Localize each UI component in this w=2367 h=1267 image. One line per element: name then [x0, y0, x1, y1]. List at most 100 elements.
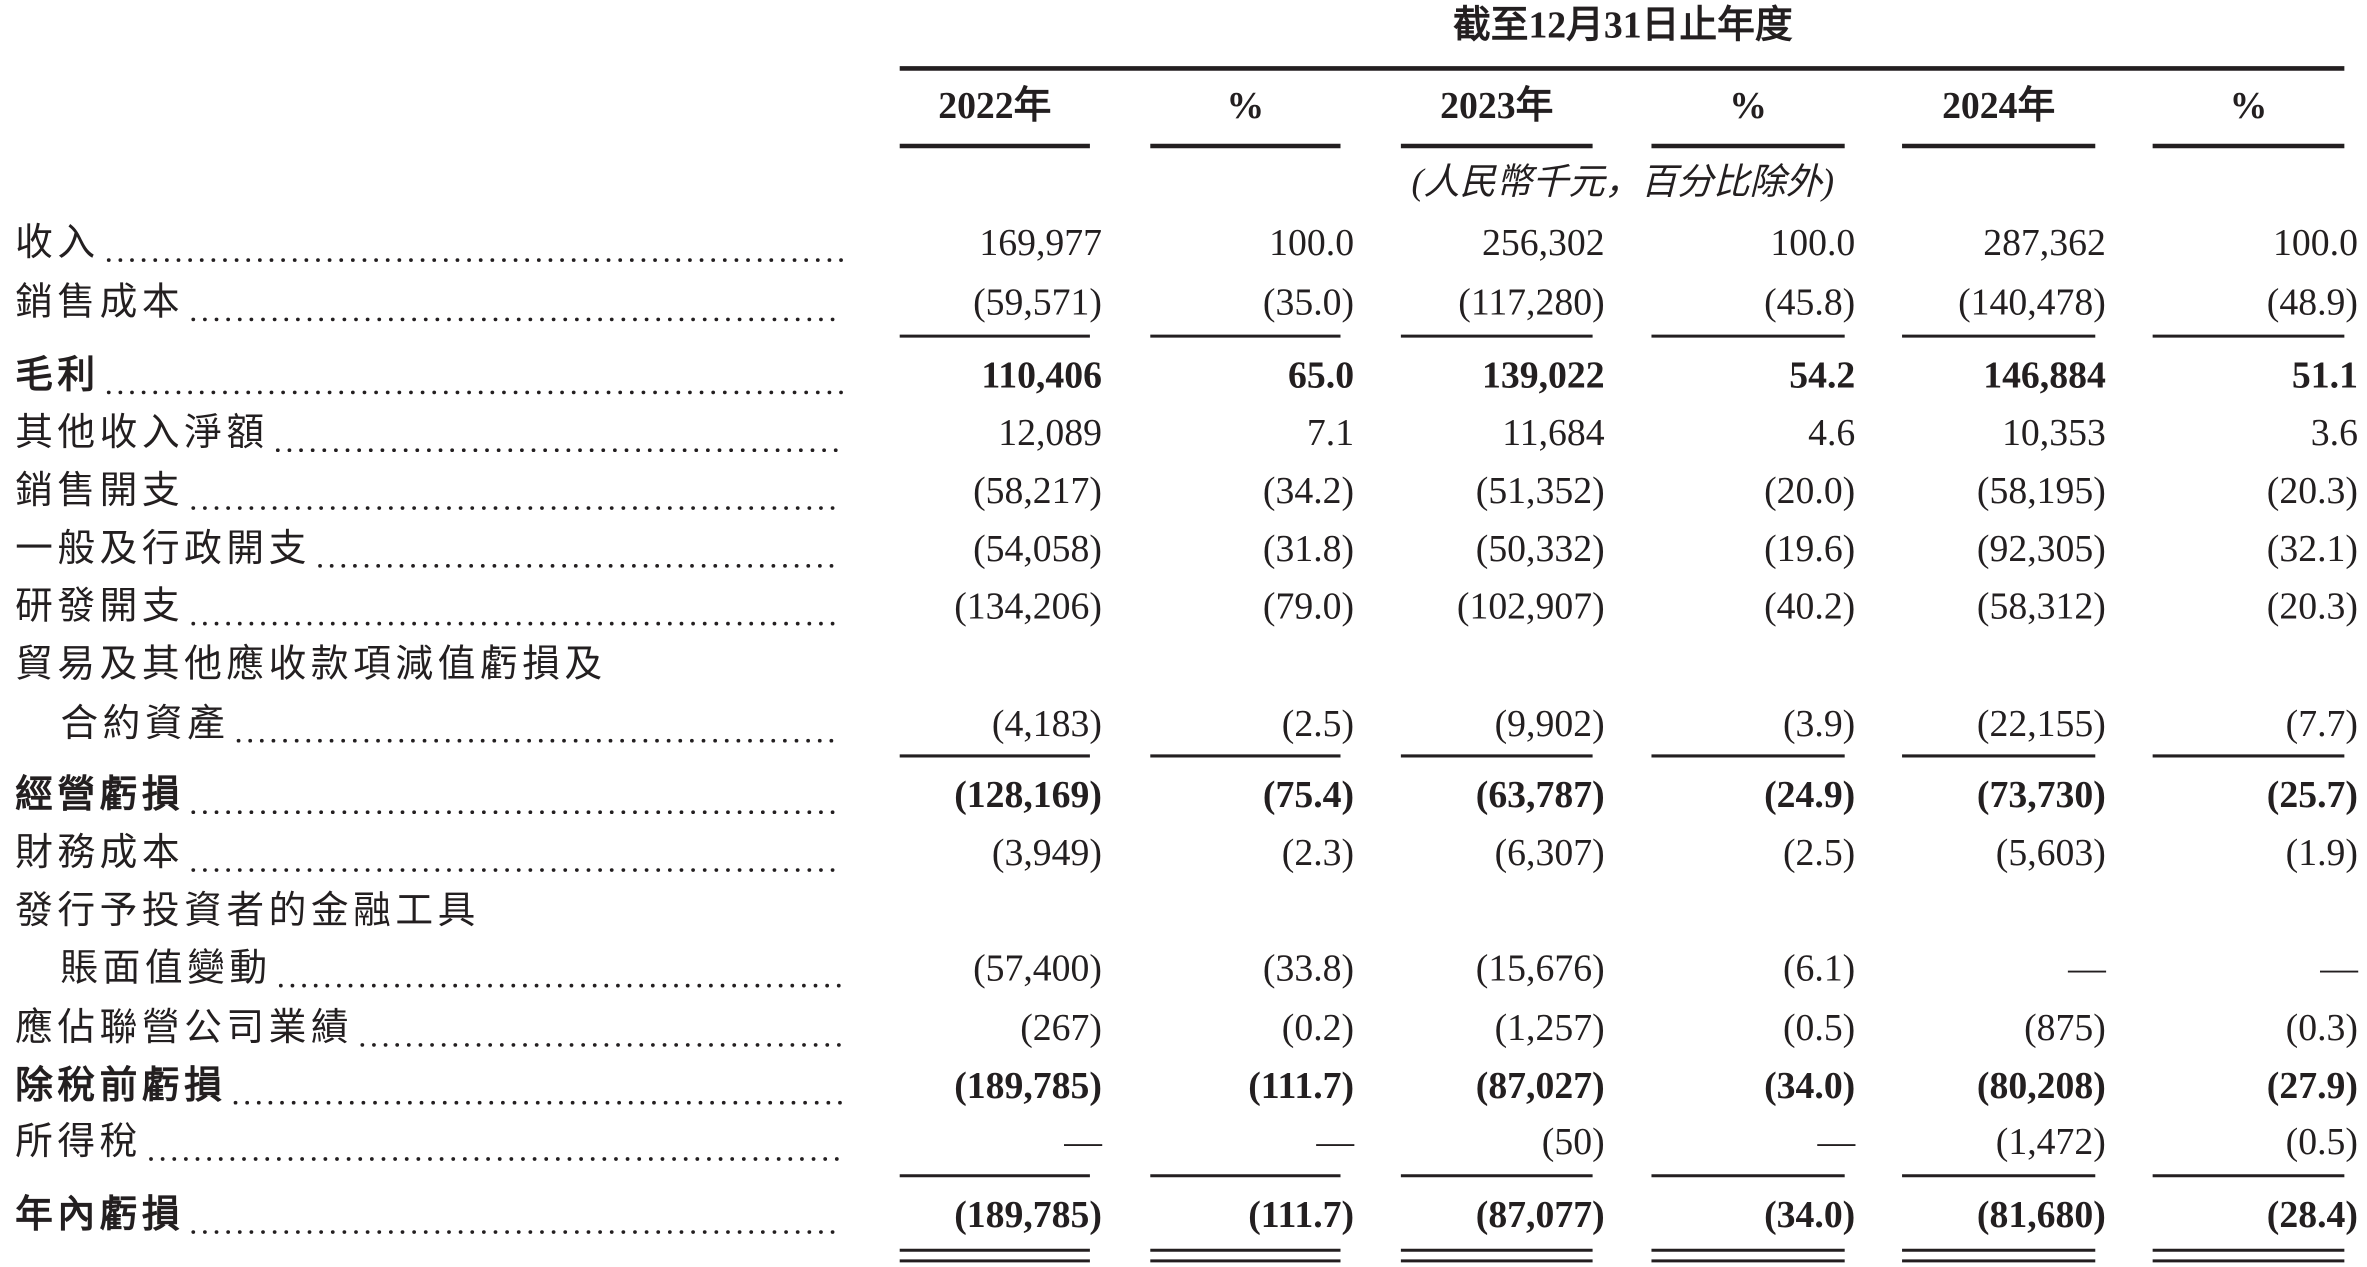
cell-value: (117,280) — [1458, 281, 1604, 323]
row-label: 一般及行政開支 — [15, 528, 311, 570]
row-label: 發行予投資者的金融工具 — [15, 890, 480, 932]
cell-value: — — [2067, 948, 2107, 990]
cell-value: (35.0) — [1263, 281, 1354, 323]
cell-value: — — [1817, 1121, 1857, 1163]
cell-value: 169,977 — [979, 222, 1102, 264]
row-label: 經營虧損 — [15, 774, 184, 816]
cell-value: (267) — [1020, 1007, 1102, 1049]
cell-value: (5,603) — [1996, 832, 2106, 874]
cell-value: (57,400) — [973, 948, 1102, 990]
cell-value: (58,312) — [1977, 586, 2106, 628]
cell-value: 110,406 — [981, 354, 1102, 396]
cell-value: (1.9) — [2286, 832, 2358, 874]
cell-value: 11,684 — [1502, 412, 1604, 454]
column-header: 2024年 — [1942, 85, 2055, 127]
cell-value: (73,730) — [1977, 774, 2106, 816]
column-header: % — [1729, 85, 1767, 127]
cell-value: 287,362 — [1983, 222, 2106, 264]
row-label: 應佔聯營公司業績 — [15, 1007, 353, 1049]
cell-value: 10,353 — [2002, 412, 2106, 454]
cell-value: (2.5) — [1783, 832, 1855, 874]
row-label: 合約資產 — [60, 703, 229, 745]
cell-value: (9,902) — [1495, 703, 1605, 745]
cell-value: (22,155) — [1977, 703, 2106, 745]
cell-value: (6.1) — [1783, 948, 1855, 990]
cell-value: (27.9) — [2267, 1065, 2358, 1107]
cell-value: 100.0 — [1770, 222, 1855, 264]
cell-value: (1,472) — [1996, 1121, 2106, 1163]
cell-value: (20.3) — [2267, 586, 2358, 628]
column-header: % — [1227, 85, 1265, 127]
cell-value: 51.1 — [2292, 354, 2358, 396]
row-label: 研發開支 — [15, 586, 184, 628]
cell-value: (15,676) — [1476, 948, 1605, 990]
period-heading: 截至12月31日止年度 — [1453, 4, 1793, 46]
row-label: 除稅前虧損 — [15, 1064, 226, 1107]
cell-value: 100.0 — [2273, 222, 2358, 264]
cell-value: (20.3) — [2267, 470, 2358, 512]
cell-value: (2.5) — [1282, 703, 1354, 745]
cell-value: (1,257) — [1495, 1007, 1605, 1049]
cell-value: 100.0 — [1269, 222, 1354, 264]
cell-value: (140,478) — [1958, 281, 2106, 323]
cell-value: — — [1315, 1121, 1355, 1163]
cell-value: (51,352) — [1476, 470, 1605, 512]
cell-value: (40.2) — [1764, 586, 1855, 628]
cell-value: (189,785) — [954, 1065, 1102, 1107]
column-header: 2023年 — [1440, 85, 1553, 127]
cell-value: (128,169) — [954, 774, 1102, 816]
cell-value: — — [2319, 948, 2359, 990]
cell-value: (58,195) — [1977, 470, 2106, 512]
cell-value: (7.7) — [2286, 703, 2358, 745]
cell-value: (0.2) — [1282, 1007, 1354, 1049]
cell-value: (28.4) — [2267, 1194, 2358, 1236]
cell-value: (134,206) — [954, 586, 1102, 628]
cell-value: (6,307) — [1495, 832, 1605, 874]
cell-value: (48.9) — [2267, 281, 2358, 323]
cell-value: (3,949) — [992, 832, 1102, 874]
cell-value: (79.0) — [1263, 586, 1354, 628]
cell-value: (0.5) — [1783, 1007, 1855, 1049]
cell-value: (875) — [2024, 1007, 2106, 1049]
cell-value: 65.0 — [1288, 354, 1354, 396]
cell-value: (81,680) — [1977, 1194, 2106, 1236]
cell-value: — — [1063, 1121, 1103, 1163]
cell-value: (111.7) — [1248, 1065, 1354, 1107]
cell-value: (50) — [1542, 1121, 1605, 1163]
cell-value: (58,217) — [973, 470, 1102, 512]
cell-value: (87,027) — [1476, 1065, 1605, 1107]
cell-value: (63,787) — [1476, 774, 1605, 816]
cell-value: (102,907) — [1457, 586, 1605, 628]
cell-value: (34.0) — [1764, 1194, 1855, 1236]
cell-value: (3.9) — [1783, 703, 1855, 745]
cell-value: (34.0) — [1764, 1065, 1855, 1107]
cell-value: (45.8) — [1764, 281, 1855, 323]
row-label: 所得稅 — [15, 1121, 142, 1163]
column-header: % — [2230, 85, 2268, 127]
cell-value: (4,183) — [992, 703, 1102, 745]
cell-value: (0.3) — [2286, 1007, 2358, 1049]
row-label: 銷售開支 — [15, 470, 184, 512]
cell-value: (25.7) — [2267, 774, 2358, 816]
row-label: 賬面值變動 — [60, 948, 271, 990]
cell-value: (32.1) — [2267, 528, 2358, 570]
cell-value: 3.6 — [2311, 412, 2358, 454]
cell-value: (111.7) — [1248, 1194, 1354, 1236]
cell-value: (20.0) — [1764, 470, 1855, 512]
cell-value: 256,302 — [1482, 222, 1605, 264]
cell-value: 146,884 — [1983, 354, 2106, 396]
cell-value: (87,077) — [1476, 1194, 1605, 1236]
cell-value: (2.3) — [1282, 832, 1354, 874]
cell-value: 54.2 — [1789, 354, 1855, 396]
row-label: 毛利 — [15, 354, 100, 396]
cell-value: (54,058) — [973, 528, 1102, 570]
unit-note: (人民幣千元，百分比除外) — [1412, 162, 1835, 202]
cell-value: 7.1 — [1307, 412, 1354, 454]
cell-value: 12,089 — [998, 412, 1102, 454]
row-label: 貿易及其他應收款項減值虧損及 — [15, 643, 607, 685]
cell-value: (33.8) — [1263, 948, 1354, 990]
cell-value: (189,785) — [954, 1194, 1102, 1236]
row-label: 年內虧損 — [15, 1194, 184, 1236]
column-header: 2022年 — [938, 85, 1051, 127]
